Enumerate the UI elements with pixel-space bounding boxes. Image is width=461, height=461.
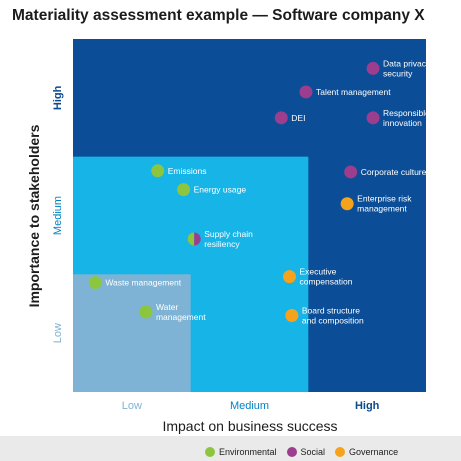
x-tick-medium: Medium [230, 400, 269, 412]
point-marker [366, 111, 380, 125]
point-label: Data privacy/ [383, 58, 433, 68]
y-tick-medium: Medium [52, 196, 64, 235]
point-marker-environmental-half [187, 232, 195, 246]
point-label: compensation [300, 277, 353, 287]
x-tick-low: Low [122, 400, 142, 412]
legend-item-environmental: Environmental [205, 447, 277, 457]
legend-label-governance: Governance [349, 447, 399, 457]
point-label: security [383, 68, 413, 78]
legend-item-governance: Governance [335, 447, 398, 457]
point-marker [285, 309, 299, 323]
legend-item-social: Social [286, 447, 326, 457]
axis-ticks: Low Medium High Low Medium High [52, 85, 380, 412]
point-energy-usage: Energy usage [177, 183, 247, 197]
point-label: Enterprise risk [357, 194, 412, 204]
point-emissions: Emissions [151, 164, 207, 178]
legend-background [0, 436, 461, 461]
point-label: Board structure [302, 306, 360, 316]
point-label: innovation [383, 118, 422, 128]
legend-swatch-social [286, 447, 297, 457]
point-label: Talent management [316, 87, 391, 97]
point-dei: DEI [274, 111, 305, 125]
point-corporate-culture: Corporate culture [344, 165, 427, 179]
data-points: Data privacy/security Talent management DE… [88, 58, 433, 326]
point-label: resiliency [204, 239, 240, 249]
point-label: Water [156, 302, 179, 312]
point-label: Responsible [383, 108, 430, 118]
legend-label-social: Social [300, 447, 326, 457]
point-marker [366, 61, 380, 75]
point-waste-management: Waste management [88, 276, 182, 290]
point-label: DEI [291, 113, 305, 123]
point-talent-management: Talent management [299, 85, 391, 99]
point-label: Waste management [105, 278, 181, 288]
legend-swatch-environmental [205, 447, 215, 457]
point-label: management [156, 312, 206, 322]
point-marker [283, 270, 297, 284]
point-marker-social-half [194, 232, 201, 246]
y-tick-low: Low [52, 323, 64, 343]
legend: Environmental Social Governance [205, 447, 398, 457]
point-marker [139, 305, 153, 319]
x-tick-high: High [355, 400, 380, 412]
y-tick-high: High [52, 85, 64, 110]
point-marker [88, 276, 102, 290]
y-axis-label: Importance to stakeholders [26, 124, 42, 308]
point-label: Supply chain [204, 229, 253, 239]
point-label: Emissions [168, 166, 207, 176]
point-data-privacy-security: Data privacy/security [366, 58, 433, 78]
legend-label-environmental: Environmental [219, 447, 277, 457]
point-label: Energy usage [194, 185, 247, 195]
point-marker [151, 164, 165, 178]
point-label: management [357, 204, 407, 214]
point-label: and composition [302, 316, 364, 326]
point-marker [340, 197, 354, 211]
point-label: Corporate culture [361, 167, 427, 177]
x-axis-label: Impact on business success [162, 418, 338, 434]
point-marker [344, 165, 358, 179]
chart-title: Materiality assessment example — Softwar… [12, 7, 425, 24]
point-marker [274, 111, 288, 125]
regions [73, 39, 426, 392]
legend-swatch-governance [335, 447, 346, 457]
region-low [73, 274, 191, 392]
point-marker [177, 183, 191, 197]
point-label: Executive [300, 267, 337, 277]
point-marker [299, 85, 313, 99]
